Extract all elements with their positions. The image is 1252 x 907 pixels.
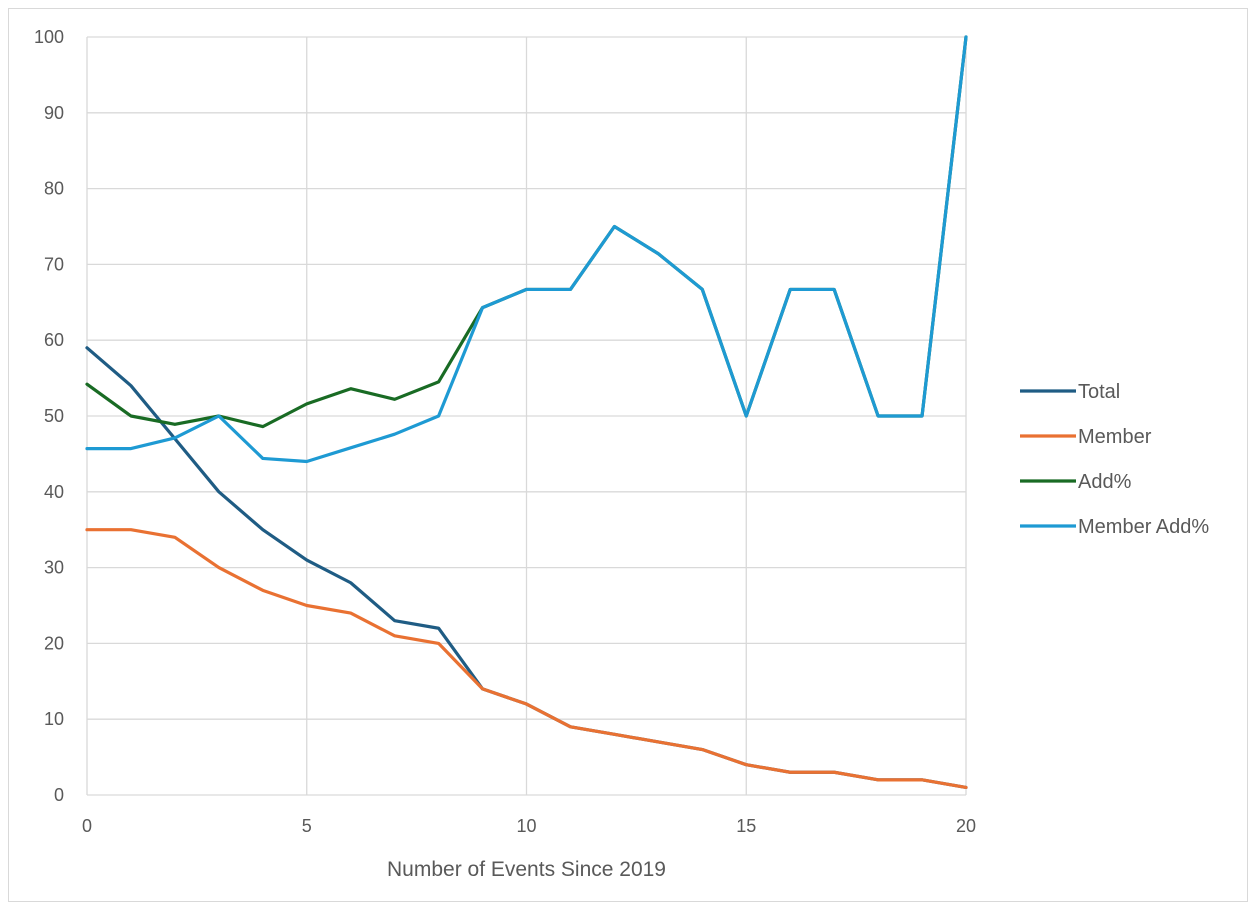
- x-tick-label: 0: [82, 816, 92, 836]
- legend: Total Member Add% Member Add%: [1020, 381, 1209, 538]
- legend-label-add: Add%: [1078, 471, 1132, 493]
- x-axis-ticks: 0 5 10 15 20: [82, 816, 976, 836]
- x-tick-label: 5: [302, 816, 312, 836]
- chart-frame: [8, 8, 1248, 902]
- y-tick-label: 80: [44, 179, 64, 199]
- series-lines: [85, 35, 968, 790]
- y-tick-label: 0: [54, 785, 64, 805]
- x-tick-label: 15: [736, 816, 756, 836]
- y-tick-label: 20: [44, 633, 64, 653]
- gridlines: [86, 36, 967, 796]
- y-tick-label: 70: [44, 254, 64, 274]
- y-tick-label: 90: [44, 103, 64, 123]
- y-tick-label: 60: [44, 330, 64, 350]
- legend-label-member: Member: [1078, 426, 1152, 448]
- series-line-member-add: [85, 35, 968, 464]
- y-tick-label: 100: [34, 27, 64, 47]
- y-tick-label: 50: [44, 406, 64, 426]
- x-tick-label: 10: [516, 816, 536, 836]
- legend-label-member-add: Member Add%: [1078, 516, 1209, 538]
- x-tick-label: 20: [956, 816, 976, 836]
- x-axis-title: Number of Events Since 2019: [387, 858, 666, 881]
- y-axis-ticks: 0 10 20 30 40 50 60 70 80 90 100: [34, 27, 64, 805]
- series-line-member: [85, 528, 968, 790]
- y-tick-label: 30: [44, 558, 64, 578]
- y-tick-label: 10: [44, 709, 64, 729]
- y-tick-label: 40: [44, 482, 64, 502]
- legend-label-total: Total: [1078, 381, 1120, 403]
